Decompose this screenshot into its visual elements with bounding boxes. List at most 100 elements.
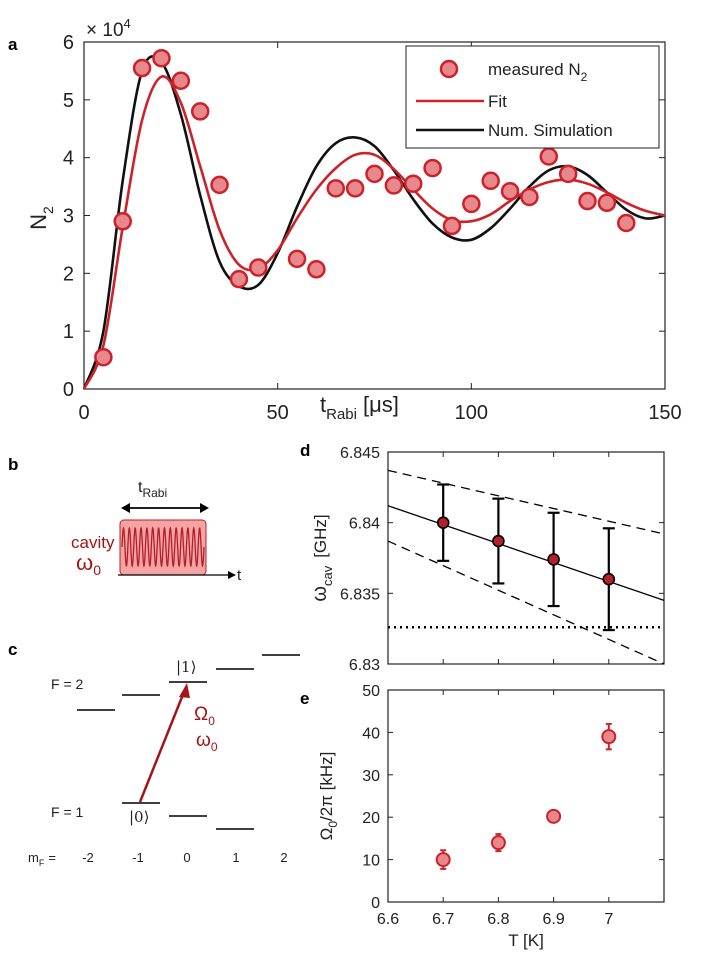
panel-letter-b: b <box>8 455 18 474</box>
measured-point <box>578 191 597 211</box>
transition-arrow <box>138 691 186 803</box>
measured-point <box>520 187 539 207</box>
panel-letter-d: d <box>300 441 310 460</box>
y-tick-label: 5 <box>63 90 74 112</box>
x-tick-label: 7 <box>604 911 613 928</box>
arrowhead-left-icon <box>121 503 130 513</box>
mf-row-label: mF = <box>28 850 56 868</box>
panel-c-level-diagram: F = 2 F = 1 |1⟩ |0⟩ Ω0 ω0 mF = -2 -1 0 1 … <box>28 654 300 868</box>
data-point <box>436 516 450 529</box>
measured-point <box>210 175 229 195</box>
panel-letter-e: e <box>300 689 309 708</box>
x-tick-label: 6.6 <box>377 911 399 928</box>
measured-point <box>113 212 132 231</box>
panel-d-ylabel: ωcav[GHz] <box>309 514 335 601</box>
measured-point <box>249 258 268 277</box>
mf-value: -2 <box>82 850 94 865</box>
panel-e-xlabel: T [K] <box>508 931 544 950</box>
y-tick-label: 6.83 <box>349 657 380 674</box>
x-tick-label: 6.8 <box>487 911 509 928</box>
panel-a-ylabel: N2 <box>26 206 56 230</box>
arrowhead-right-icon <box>200 503 209 513</box>
panel-e-points <box>435 722 617 870</box>
measured-point <box>384 176 404 195</box>
legend-marker-measured <box>439 59 459 79</box>
legend-label-fit: Fit <box>488 92 507 111</box>
y-tick-label: 4 <box>63 148 74 170</box>
panel-letter-a: a <box>8 35 18 54</box>
fit-lower-bound <box>387 540 665 665</box>
panel-a-measured-points <box>94 48 636 367</box>
x-tick-label: 6.9 <box>542 911 564 928</box>
y-tick-label: 6 <box>63 32 74 54</box>
x-tick-label: 100 <box>455 402 488 424</box>
panel-d-axes-box <box>387 451 665 665</box>
fit-line <box>387 505 665 602</box>
y-tick-label: 1 <box>63 321 74 343</box>
measured-point <box>307 260 326 279</box>
rabi-frequency-label: Ω0 <box>194 704 215 728</box>
y-tick-label: 0 <box>63 379 74 401</box>
legend-label-simulation: Num. Simulation <box>488 121 613 140</box>
panel-a-ticks: 0 1 2 3 4 5 6 0 50 100 150 <box>63 32 682 424</box>
ket-1-label: |1⟩ <box>176 658 196 676</box>
panel-a-chart: 0 1 2 3 4 5 6 0 50 100 150 × 104 N2 tRabi [μs] meas… <box>26 16 682 424</box>
cavity-frequency-label: ω0 <box>76 550 101 578</box>
fit-upper-bound <box>387 469 665 535</box>
data-point <box>546 808 562 824</box>
measured-point <box>229 269 249 289</box>
y-tick-label: 50 <box>362 683 380 700</box>
cavity-label: cavity <box>71 533 115 552</box>
x-tick-label: 0 <box>78 402 89 424</box>
measured-point <box>132 58 152 78</box>
y-tick-label: 30 <box>362 768 380 785</box>
measured-point <box>403 174 423 193</box>
measured-point <box>597 193 617 213</box>
data-point <box>601 729 617 745</box>
y-tick-label: 3 <box>63 206 74 228</box>
measured-point <box>500 181 520 201</box>
transition-arrowhead-icon <box>179 683 190 698</box>
measured-point <box>558 164 578 184</box>
panel-letter-c: c <box>8 640 17 659</box>
panel-a-legend: measured N2 Fit Num. Simulation <box>405 45 660 149</box>
panel-b-schematic: tRabi t cavity ω0 <box>71 479 242 584</box>
mf-value: -1 <box>132 850 144 865</box>
panel-a-xlabel: tRabi [μs] <box>320 392 399 423</box>
data-point <box>547 553 560 566</box>
legend-label-measured: measured N2 <box>488 60 588 84</box>
time-axis-arrow-icon <box>228 571 236 579</box>
cavity-oscillation-wave <box>121 526 205 568</box>
measured-point <box>617 213 636 233</box>
measured-point <box>94 347 113 367</box>
y-tick-label: 2 <box>63 263 74 285</box>
y-tick-label: 6.845 <box>340 445 380 462</box>
drive-frequency-label: ω0 <box>196 730 218 754</box>
y-tick-label: 40 <box>362 725 380 742</box>
measured-point <box>462 194 481 214</box>
panel-d-fit-lines <box>387 469 665 665</box>
time-axis-label: t <box>237 567 242 584</box>
pulse-duration-label: tRabi <box>138 479 167 500</box>
measured-point <box>287 249 307 269</box>
y-tick-label: 6.835 <box>340 586 380 603</box>
y-tick-label: 6.84 <box>349 516 380 533</box>
panel-d-chart: 6.83 6.835 6.84 6.845 ωcav[GHz] <box>309 445 665 674</box>
measured-point <box>365 164 384 184</box>
data-point <box>490 835 506 851</box>
panel-a-exponent: × 104 <box>86 16 131 41</box>
measured-point <box>171 71 191 90</box>
panel-e-chart: 0 10 20 30 40 50 6.6 6.7 6.8 6.9 7 Ω0/2π [kHz] T [… <box>317 683 665 950</box>
ket-0-label: |0⟩ <box>129 808 149 826</box>
measured-point <box>481 171 500 191</box>
x-tick-label: 50 <box>267 402 289 424</box>
panel-d-points <box>436 483 616 632</box>
measured-point <box>539 147 559 166</box>
x-tick-label: 150 <box>648 402 681 424</box>
f1-label: F = 1 <box>51 804 84 820</box>
mf-value: 1 <box>232 850 239 865</box>
svg-text:Ω0/2π [kHz]: Ω0/2π [kHz] <box>317 752 340 841</box>
measured-point <box>326 179 346 198</box>
y-tick-label: 20 <box>362 810 380 827</box>
